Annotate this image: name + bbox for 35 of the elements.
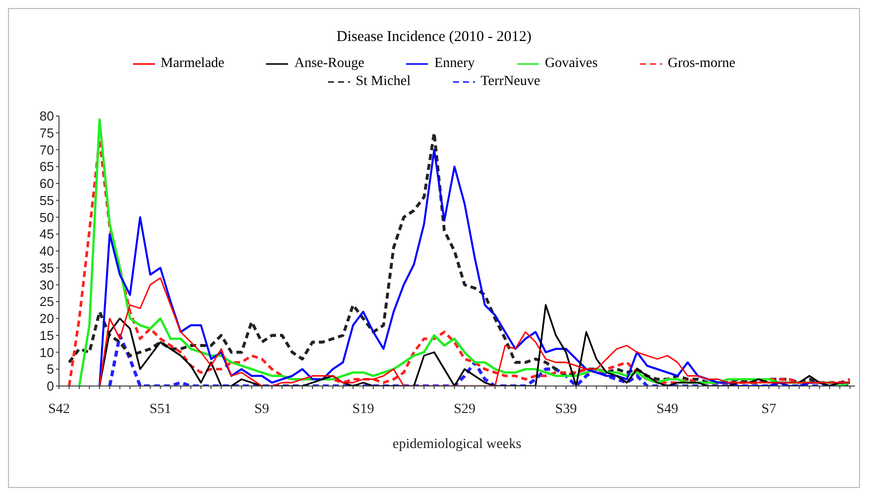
legend-label: St Michel [356,74,411,90]
legend-label: Gros-morne [668,56,736,72]
y-tick-label: 15 [40,328,54,343]
legend-label: Govaives [544,56,598,72]
line-series [98,277,851,386]
y-tick-label: 20 [40,311,54,326]
y-tick-label: 10 [40,344,54,360]
y-tick-label: 30 [40,277,54,292]
y-tick-label: 65 [40,159,54,174]
x-tick-label: S19 [352,402,374,417]
x-tick-label: S29 [454,402,476,417]
legend-label: TerrNeuve [480,74,540,90]
y-tick-label: 25 [40,294,54,310]
y-tick-label: 80 [40,108,54,124]
y-tick-label: 75 [40,125,54,140]
y-tick-label: 45 [40,226,54,242]
legend-label: Ennery [434,56,475,72]
x-tick-label: S42 [48,402,70,417]
y-tick-label: 60 [40,176,54,192]
x-axis-title: epidemiological weeks [392,437,522,452]
y-tick-label: 40 [40,244,54,259]
legend-label: Anse-Rouge [294,56,364,72]
y-tick-label: 50 [40,210,54,225]
y-tick-label: 0 [46,378,54,394]
x-tick-label: S49 [656,402,678,417]
x-tick-label: S51 [150,402,172,417]
x-tick-label: S7 [761,402,776,417]
y-tick-label: 5 [46,362,54,377]
y-tick-label: 55 [40,192,54,208]
y-tick-label: 35 [40,260,54,276]
x-tick-label: S39 [555,402,577,417]
y-tick-label: 70 [40,142,54,158]
chart-title: Disease Incidence (2010 - 2012) [336,29,532,46]
legend-label: Marmelade [160,56,224,72]
x-tick-label: S9 [254,402,270,417]
